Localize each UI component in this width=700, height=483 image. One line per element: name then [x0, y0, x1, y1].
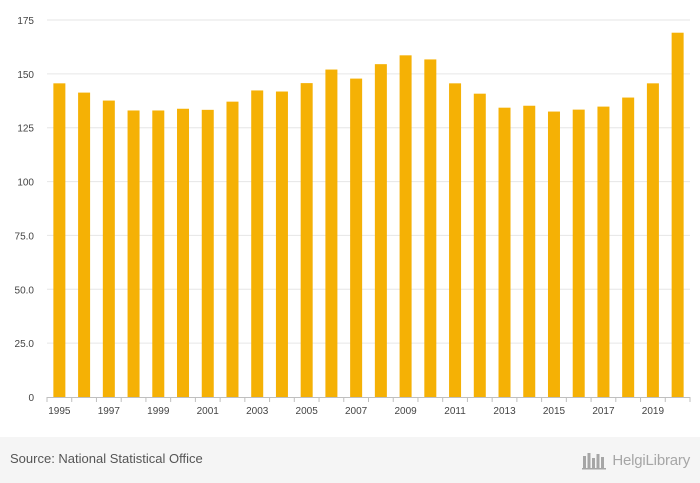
- x-tick-label: 1997: [98, 406, 121, 417]
- bar-1996[interactable]: [78, 92, 91, 397]
- y-tick-label: 50.0: [15, 285, 35, 296]
- y-tick-label: 175: [17, 16, 34, 27]
- bar-2003[interactable]: [251, 90, 264, 398]
- x-tick-label: 2011: [444, 406, 466, 417]
- bar-2018[interactable]: [622, 97, 635, 397]
- bar-2011[interactable]: [449, 83, 462, 397]
- y-tick-label: 150: [17, 70, 34, 81]
- bar-2008[interactable]: [374, 64, 387, 398]
- bar-2002[interactable]: [226, 101, 239, 397]
- bar-1997[interactable]: [102, 100, 115, 397]
- x-tick-label: 2017: [592, 406, 615, 417]
- y-tick-label: 100: [17, 178, 34, 189]
- x-tick-label: 2005: [296, 406, 319, 417]
- x-tick-label: 1999: [147, 406, 170, 417]
- helgi-library-logo-icon: [582, 453, 607, 470]
- bar-2006[interactable]: [325, 69, 338, 397]
- x-tick-label: 2015: [543, 406, 566, 417]
- x-tick-label: 2001: [197, 406, 220, 417]
- bar-1998[interactable]: [127, 110, 140, 397]
- bar-2001[interactable]: [201, 109, 214, 398]
- bars: [53, 32, 684, 398]
- y-tick-label: 125: [17, 124, 34, 135]
- bar-2014[interactable]: [523, 105, 536, 397]
- bar-2000[interactable]: [177, 108, 190, 398]
- x-axis-labels: 1995 1997 1999 2001 2003 2005 2007 2009 2011 2013…: [48, 406, 664, 417]
- bar-2020[interactable]: [671, 32, 684, 397]
- bar-2009[interactable]: [399, 55, 412, 397]
- x-tick-label: 2019: [642, 406, 665, 417]
- bar-1995[interactable]: [53, 83, 66, 397]
- bar-2015[interactable]: [547, 111, 560, 398]
- brand-logo[interactable]: HelgiLibrary: [582, 449, 690, 471]
- brand-name: HelgiLibrary: [612, 451, 690, 469]
- y-tick-label: 25.0: [15, 339, 35, 350]
- grid-lines: [47, 19, 690, 344]
- bar-2004[interactable]: [275, 91, 288, 398]
- bar-2010[interactable]: [424, 59, 437, 397]
- x-tick-label: 2009: [394, 406, 417, 417]
- bar-2012[interactable]: [473, 93, 486, 397]
- x-tick-label: 2007: [345, 406, 368, 417]
- bar-chart: 0 25.0 50.0 75.0 100 125 150 175 1995 1997 1999 20…: [15, 16, 691, 417]
- y-tick-label: 75.0: [15, 231, 35, 242]
- bar-1999[interactable]: [152, 110, 165, 397]
- source-note: Source: National Statistical Office: [10, 451, 203, 466]
- bar-2013[interactable]: [498, 107, 511, 397]
- x-tick-label: 2013: [493, 406, 516, 417]
- bar-2007[interactable]: [350, 78, 363, 398]
- bar-2016[interactable]: [572, 109, 585, 397]
- x-tick-label: 1995: [48, 406, 71, 417]
- bar-2017[interactable]: [597, 106, 610, 397]
- bar-2019[interactable]: [646, 83, 659, 397]
- chart-footer: Source: National Statistical Office Helg…: [0, 437, 700, 483]
- y-axis-labels: 0 25.0 50.0 75.0 100 125 150 175: [15, 16, 35, 404]
- bar-2005[interactable]: [300, 83, 313, 397]
- x-tick-label: 2003: [246, 406, 269, 417]
- x-axis: [46, 397, 691, 402]
- y-tick-label: 0: [28, 393, 34, 404]
